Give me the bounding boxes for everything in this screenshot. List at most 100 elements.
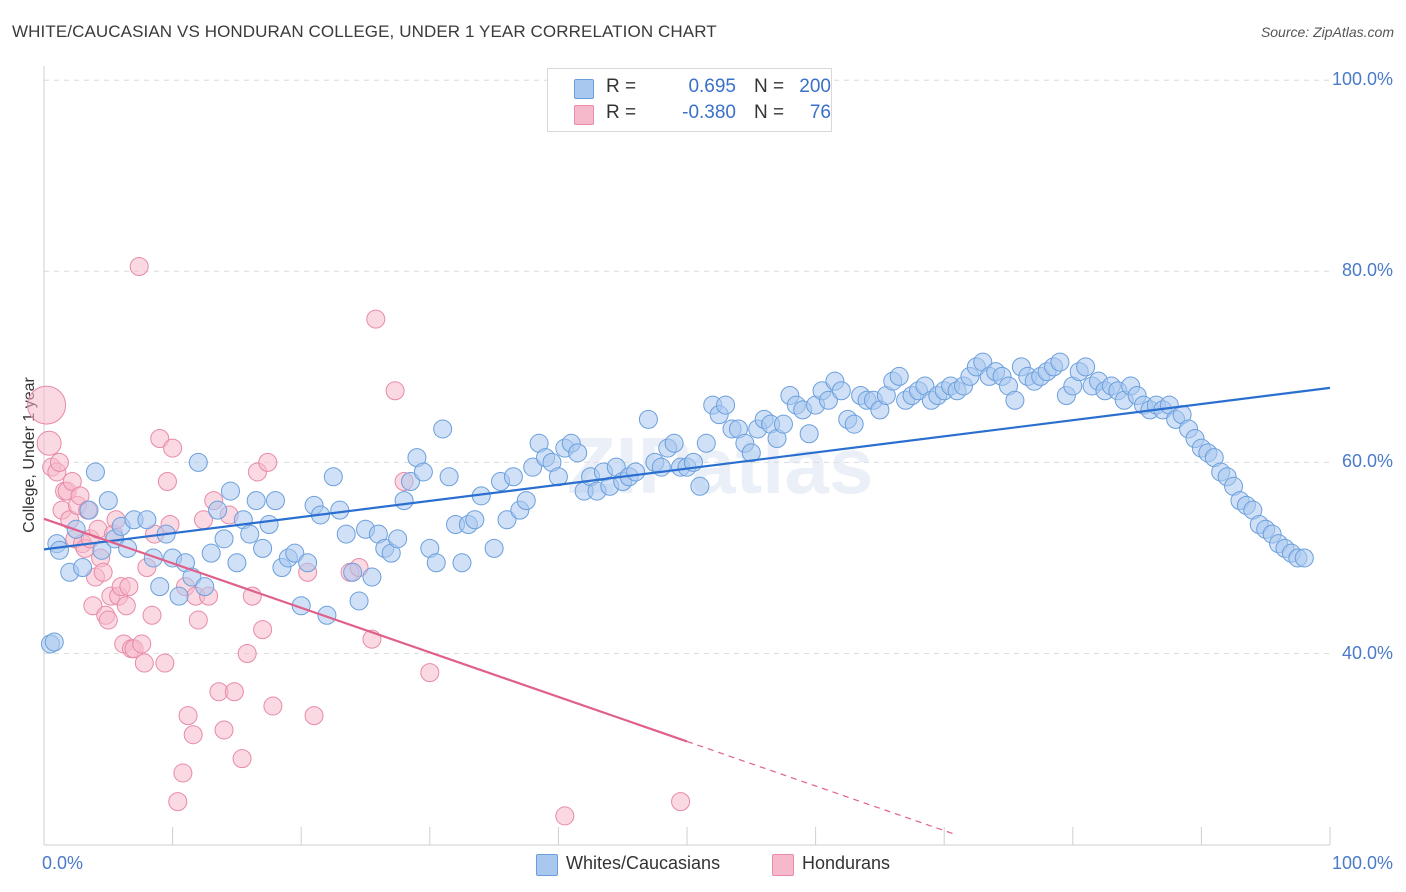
legend-n-value: 200 — [799, 76, 831, 97]
white-point — [169, 586, 189, 606]
white-point — [220, 481, 240, 501]
white-point — [716, 395, 736, 415]
honduran-point — [224, 682, 244, 702]
white-point — [773, 414, 793, 434]
white-point — [523, 457, 543, 477]
white-point — [343, 562, 363, 582]
white-point — [1005, 390, 1025, 410]
white-point — [741, 443, 761, 463]
y-tick-label: 80.0% — [1341, 260, 1393, 281]
x-tick-label-min: 0.0% — [42, 853, 84, 873]
legend-swatch-hondurans — [772, 854, 794, 876]
legend-r-label: R = — [606, 102, 637, 123]
white-point — [240, 524, 260, 544]
honduran-point — [555, 806, 575, 826]
white-point — [323, 467, 343, 487]
white-point — [503, 467, 523, 487]
white-point — [401, 472, 421, 492]
white-point — [44, 632, 64, 652]
white-point — [201, 543, 221, 563]
honduran-point — [98, 610, 118, 630]
white-point — [208, 500, 228, 520]
white-point — [330, 500, 350, 520]
honduran-point — [132, 634, 152, 654]
white-point — [253, 538, 273, 558]
legend-swatch-whites — [536, 854, 558, 876]
honduran-point — [385, 381, 405, 401]
honduran-point — [129, 257, 149, 277]
honduran-point — [119, 577, 139, 597]
white-point — [98, 491, 118, 511]
honduran-point — [93, 562, 113, 582]
white-point — [831, 381, 851, 401]
white-point — [285, 543, 305, 563]
white-point — [143, 548, 163, 568]
white-point — [79, 500, 99, 520]
white-point — [638, 409, 658, 429]
honduran-point — [36, 430, 62, 456]
honduran-point — [253, 620, 273, 640]
honduran-point — [173, 763, 193, 783]
white-point — [150, 577, 170, 597]
legend-r-label: R = — [606, 76, 637, 97]
white-point — [298, 553, 318, 573]
white-point — [426, 553, 446, 573]
series-legend: Whites/Caucasians Hondurans — [0, 853, 1406, 877]
hondurans-points — [27, 257, 691, 826]
white-point — [484, 538, 504, 558]
hondurans-trend-extension — [686, 740, 958, 836]
white-point — [696, 433, 716, 453]
legend-n-value: 76 — [809, 102, 831, 123]
white-point — [388, 529, 408, 549]
legend-n-label: N = — [754, 102, 785, 123]
trend-lines — [43, 386, 1331, 836]
honduran-point — [134, 653, 154, 673]
white-point — [394, 491, 414, 511]
legend-r-value: -0.380 — [682, 102, 736, 123]
legend-label-hondurans: Hondurans — [802, 853, 891, 873]
hondurans-trend-line — [43, 517, 688, 743]
white-point — [349, 591, 369, 611]
whites-trend-line — [43, 386, 1331, 551]
honduran-point — [188, 610, 208, 630]
white-point — [818, 390, 838, 410]
white-point — [433, 419, 453, 439]
legend-label-whites: Whites/Caucasians — [566, 853, 721, 873]
white-point — [73, 558, 93, 578]
white-point — [889, 366, 909, 386]
honduran-point — [116, 596, 136, 616]
honduran-point — [258, 452, 278, 472]
white-point — [413, 462, 433, 482]
white-point — [1050, 352, 1070, 372]
y-tick-label: 60.0% — [1341, 451, 1393, 472]
white-point — [664, 433, 684, 453]
white-point — [246, 491, 266, 511]
y-tick-label: 100.0% — [1331, 69, 1393, 90]
white-point — [465, 510, 485, 530]
white-point — [1294, 548, 1314, 568]
chart-source: Source: ZipAtlas.com — [1260, 24, 1394, 40]
honduran-point — [366, 309, 386, 329]
honduran-point — [27, 385, 67, 425]
honduran-point — [163, 438, 183, 458]
white-point — [568, 443, 588, 463]
white-point — [188, 452, 208, 472]
honduran-point — [183, 725, 203, 745]
honduran-point — [420, 663, 440, 683]
white-point — [227, 553, 247, 573]
honduran-point — [157, 472, 177, 492]
honduran-point — [671, 792, 691, 812]
honduran-point — [155, 653, 175, 673]
axes — [43, 66, 1331, 846]
chart-title: WHITE/CAUCASIAN VS HONDURAN COLLEGE, UND… — [12, 22, 717, 41]
white-point — [690, 476, 710, 496]
honduran-point — [49, 452, 69, 472]
honduran-point — [168, 792, 188, 812]
white-point — [439, 467, 459, 487]
white-point — [265, 491, 285, 511]
honduran-point — [150, 429, 170, 449]
correlation-legend: R = 0.695 N = 200 R = -0.380 N = 76 — [547, 68, 832, 132]
white-point — [844, 414, 864, 434]
white-point — [626, 462, 646, 482]
